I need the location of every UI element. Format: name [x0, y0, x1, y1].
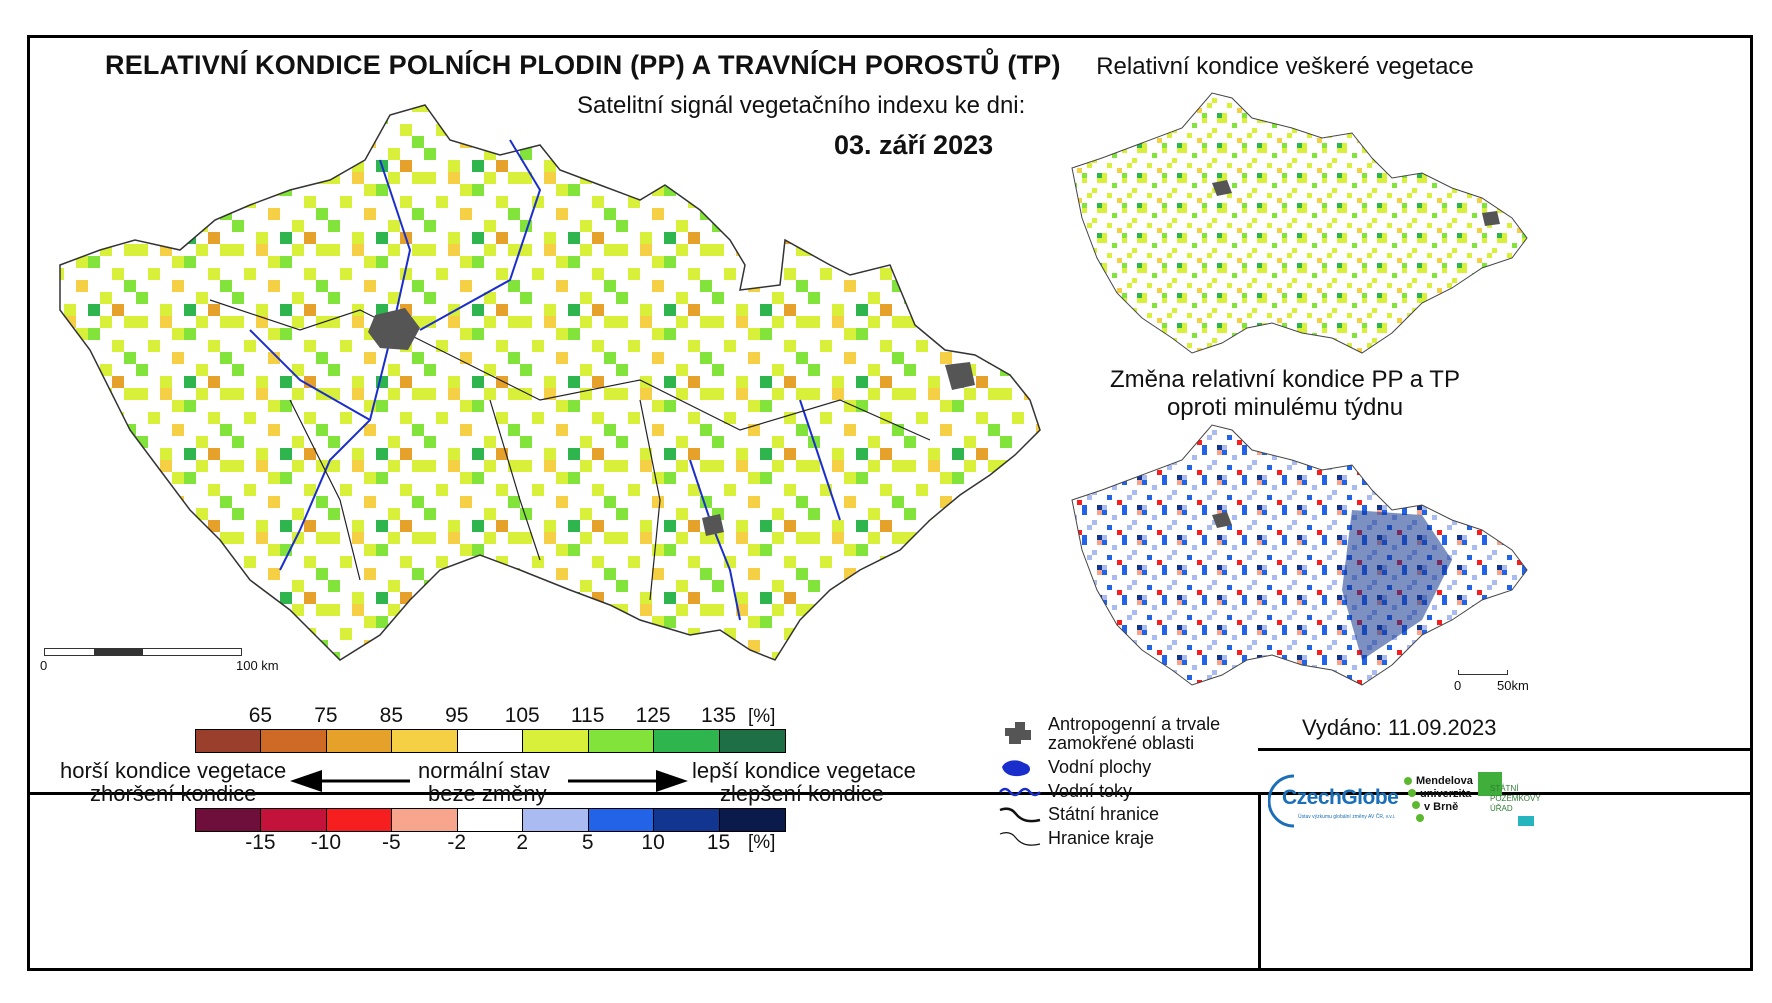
worse-label-line2: zhoršení kondice	[90, 781, 257, 806]
map-area	[27, 35, 1753, 795]
condition-tick-label: 75	[314, 704, 338, 727]
change-unit: [%]	[748, 832, 776, 853]
spu-teal-square	[1518, 816, 1534, 826]
panel-title-change-line1: Změna relativní kondice PP a TP	[1110, 366, 1460, 393]
arrow-right-icon	[568, 770, 688, 792]
change-colorbar	[195, 808, 786, 832]
change-swatch	[588, 809, 655, 831]
mendel-dots-icon	[1404, 777, 1424, 822]
spu-line2: POZEMKOVÝ	[1490, 794, 1541, 803]
issued-date: Vydáno: 11.09.2023	[1302, 715, 1497, 740]
mendel-line1: Mendelova	[1416, 775, 1473, 787]
mendel-logo: Mendelova univerzita v Brně	[1402, 775, 1474, 825]
mendel-line3: v Brně	[1424, 801, 1459, 813]
mendel-line2: univerzita	[1420, 788, 1472, 800]
main-condition-map	[59, 104, 1041, 661]
spu-line1: STÁTNÍ	[1490, 784, 1519, 793]
czech-territory-small-change	[1071, 424, 1528, 686]
state-border-icon	[999, 807, 1041, 823]
change-tick-label: 5	[581, 831, 594, 854]
region-border-icon	[999, 832, 1041, 846]
change-tick-label: -10	[310, 831, 342, 854]
condition-swatch	[719, 730, 785, 752]
spu-green-square	[1478, 772, 1502, 796]
arrow-left-icon	[290, 770, 410, 792]
better-label-line1: lepší kondice vegetace	[692, 758, 916, 783]
czech-territory	[59, 104, 1041, 661]
condition-tick-label: 115	[570, 704, 605, 727]
condition-tick-label: 125	[635, 704, 671, 727]
legend-water-areas: Vodní plochy	[1048, 757, 1152, 777]
condition-swatch	[392, 730, 458, 752]
legend-rivers: Vodní toky	[1048, 781, 1133, 801]
date: 03. září 2023	[834, 130, 994, 160]
normal-label-line1: normální stav	[418, 758, 551, 783]
spu-logo: STÁTNÍ POZEMKOVÝ ÚŘAD	[1478, 772, 1541, 830]
condition-swatch	[523, 730, 589, 752]
change-swatch	[326, 809, 393, 831]
czech-territory-small	[1071, 92, 1528, 354]
condition-tick-label: 65	[248, 704, 273, 727]
weekly-change-map	[1071, 424, 1528, 686]
czechglobe-logo: CzechGlobe Ústav výzkumu globální změny …	[1268, 772, 1399, 832]
change-swatch	[392, 809, 458, 831]
subtitle: Satelitní signál vegetačního indexu ke d…	[577, 92, 1026, 119]
change-swatch	[654, 809, 720, 831]
condition-colorbar	[195, 729, 786, 753]
main-scale-start: 0	[40, 658, 48, 673]
change-tick-label: 15	[706, 831, 731, 854]
change-swatch	[523, 809, 589, 831]
condition-tick-label: 105	[504, 704, 540, 727]
change-tick-label: -2	[447, 831, 467, 854]
brno-urban-area	[702, 514, 724, 536]
czechglobe-subtitle: Ústav výzkumu globální změny AV ČR, v.v.…	[1298, 814, 1396, 820]
change-tick-label: 10	[641, 831, 665, 854]
condition-swatch	[326, 730, 393, 752]
condition-swatch	[261, 730, 327, 752]
change-tick-label: 2	[516, 831, 529, 854]
condition-unit: [%]	[748, 706, 776, 727]
czechglobe-arc-icon	[1268, 774, 1295, 828]
czechglobe-wordmark: CzechGlobe	[1282, 786, 1399, 809]
all-vegetation-map	[1071, 92, 1528, 354]
change-tick-label: -15	[245, 831, 276, 854]
main-scalebar	[44, 648, 242, 656]
ostrava-urban-area	[945, 362, 975, 390]
condition-swatch	[588, 730, 655, 752]
condition-tick-label: 85	[379, 704, 403, 727]
legend-urban-line2: zamokřené oblasti	[1048, 733, 1195, 753]
change-swatch	[457, 809, 524, 831]
condition-tick-label: 135	[701, 704, 737, 727]
main-scale-end: 100 km	[236, 658, 279, 673]
panel-title-all-vegetation: Relativní kondice veškeré vegetace	[1096, 53, 1474, 80]
small-scale-end: 50km	[1497, 678, 1529, 693]
urban-area-icon	[1005, 722, 1031, 744]
legend-state-border: Státní hranice	[1048, 804, 1160, 824]
small-scale-start: 0	[1454, 678, 1462, 693]
worse-label-line1: horší kondice vegetace	[60, 758, 287, 783]
small-scalebar	[1458, 670, 1508, 675]
legend-divider-horizontal	[1258, 748, 1753, 751]
change-swatch	[261, 809, 327, 831]
better-label-line2: zlepšení kondice	[720, 781, 884, 806]
condition-swatch	[654, 730, 720, 752]
river-icon	[999, 787, 1041, 797]
water-area-icon	[1002, 760, 1030, 777]
legend-divider-vertical	[1258, 795, 1261, 971]
change-tick-label: -5	[381, 831, 401, 854]
spu-line3: ÚŘAD	[1490, 804, 1513, 813]
condition-swatch	[457, 730, 524, 752]
main-title: RELATIVNÍ KONDICE POLNÍCH PLODIN (PP) A …	[105, 50, 1061, 80]
condition-swatch	[196, 730, 262, 752]
panel-title-change-line2: oproti minulému týdnu	[1166, 394, 1404, 421]
normal-label-line2: beze změny	[428, 781, 547, 806]
legend-urban-line1: Antropogenní a trvale	[1048, 714, 1221, 734]
change-swatch	[719, 809, 785, 831]
condition-tick-label: 95	[445, 704, 469, 727]
change-swatch	[196, 809, 262, 831]
prague-urban-area	[368, 308, 420, 350]
legend-region-border: Hranice kraje	[1048, 828, 1155, 848]
